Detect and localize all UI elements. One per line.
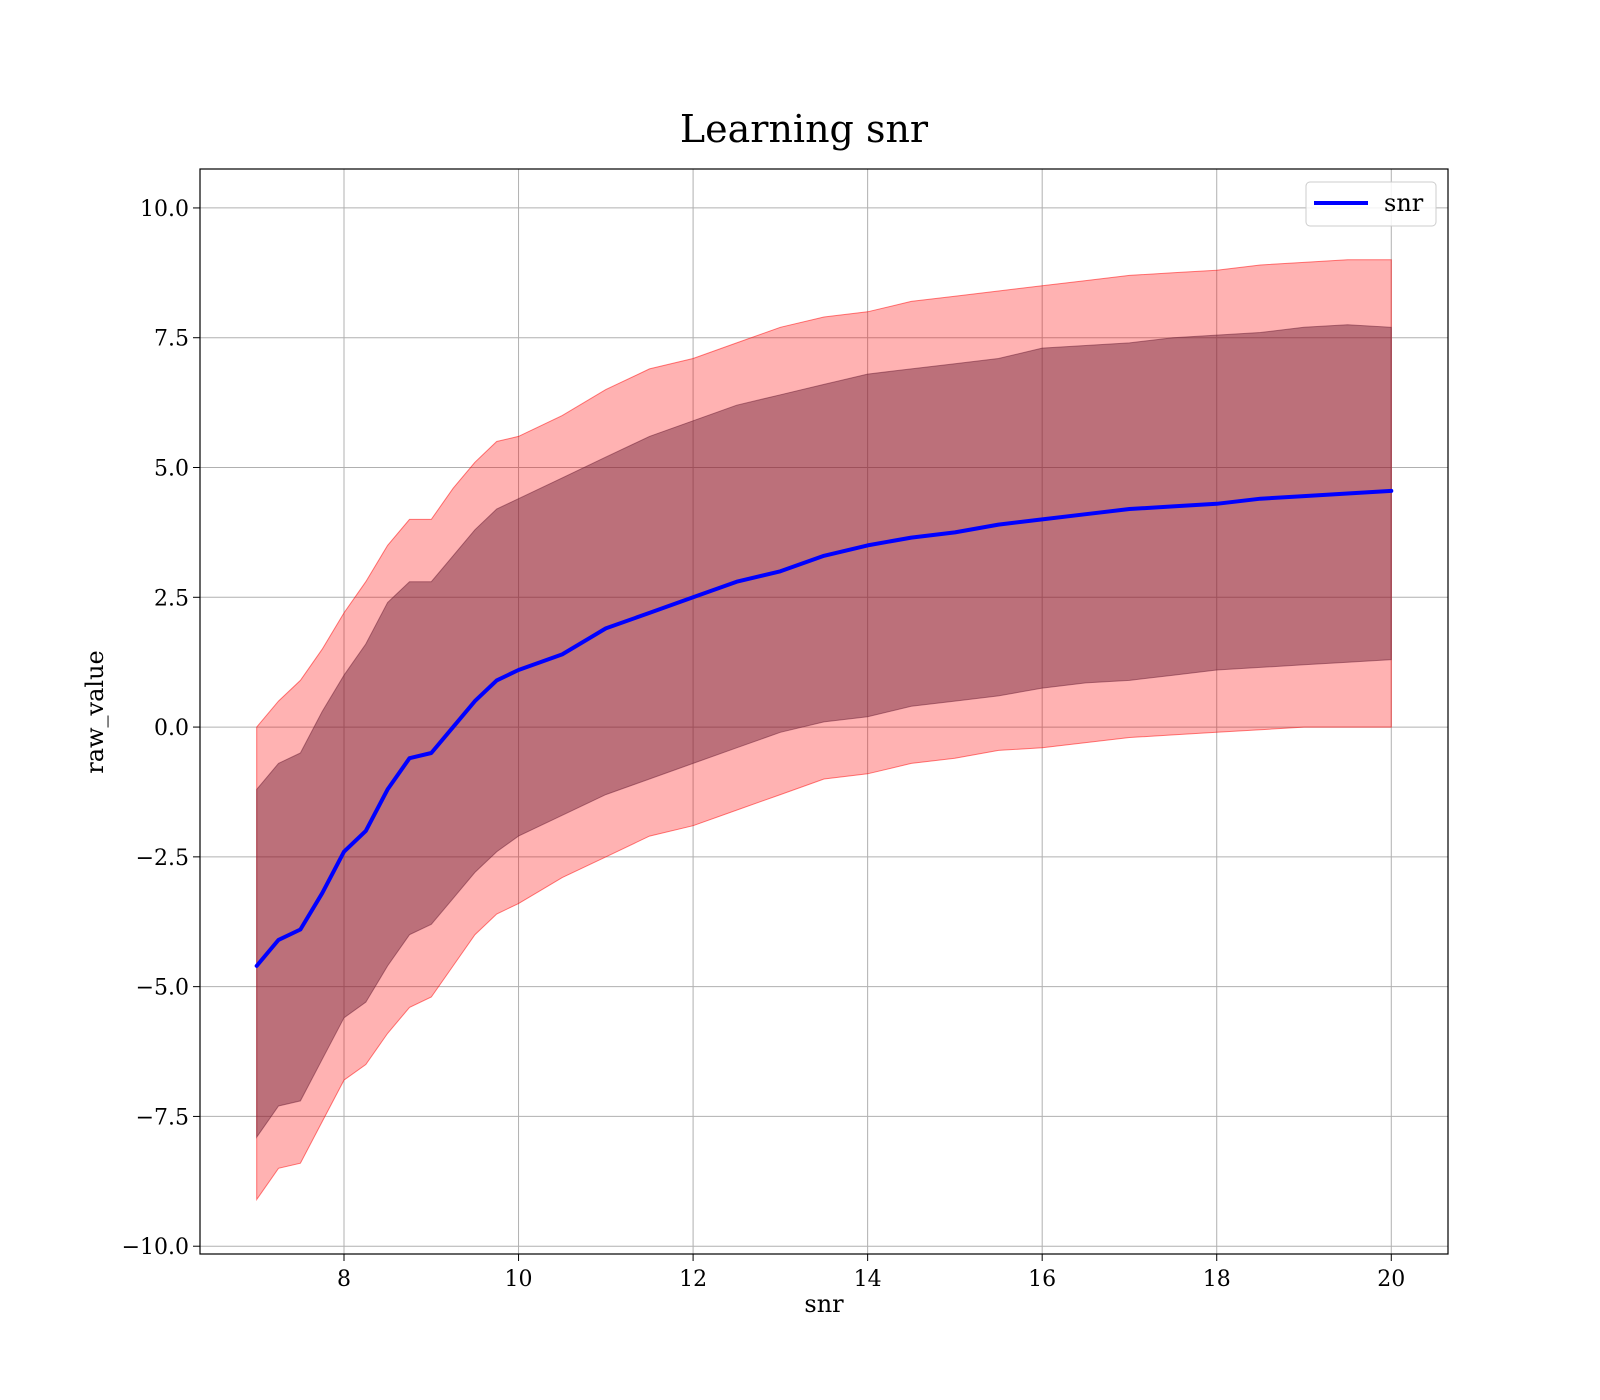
x-axis-ticks: 8 10 12 14 16 18 20 (337, 1254, 1405, 1292)
legend: snr (1305, 181, 1437, 227)
x-tick-label: 10 (505, 1267, 533, 1292)
legend-box (1305, 181, 1437, 227)
y-tick-label: −5.0 (136, 976, 189, 1001)
x-tick-label: 18 (1203, 1267, 1231, 1292)
legend-label-snr: snr (1384, 189, 1424, 217)
x-tick-label: 20 (1377, 1267, 1405, 1292)
y-tick-label: −7.5 (136, 1105, 189, 1130)
confidence-band-1 (256, 259, 1392, 1202)
grid (200, 169, 1448, 1254)
y-tick-label: −2.5 (136, 846, 189, 871)
y-tick-label: 5.0 (154, 457, 189, 482)
plot-frame (199, 168, 1449, 1255)
y-tick-label: 10.0 (140, 197, 189, 222)
series-line-snr (254, 488, 1394, 968)
chart-title: Learning snr (680, 107, 929, 151)
x-tick-label: 12 (679, 1267, 707, 1292)
y-tick-label: 2.5 (154, 586, 189, 611)
confidence-bands (256, 259, 1392, 1202)
x-tick-label: 14 (854, 1267, 882, 1292)
x-tick-label: 8 (337, 1267, 351, 1292)
x-tick-label: 16 (1028, 1267, 1056, 1292)
y-axis-label: raw_value (81, 650, 109, 774)
series-lines (254, 488, 1394, 968)
y-axis-ticks: 10.0 7.5 5.0 2.5 0.0 −2.5 −5.0 −7.5 −10.0 (122, 197, 200, 1260)
y-tick-label: 7.5 (154, 327, 189, 352)
y-tick-label: −10.0 (122, 1235, 189, 1260)
confidence-band-2 (256, 324, 1392, 1139)
x-axis-label: snr (804, 1290, 844, 1318)
y-tick-label: 0.0 (154, 716, 189, 741)
